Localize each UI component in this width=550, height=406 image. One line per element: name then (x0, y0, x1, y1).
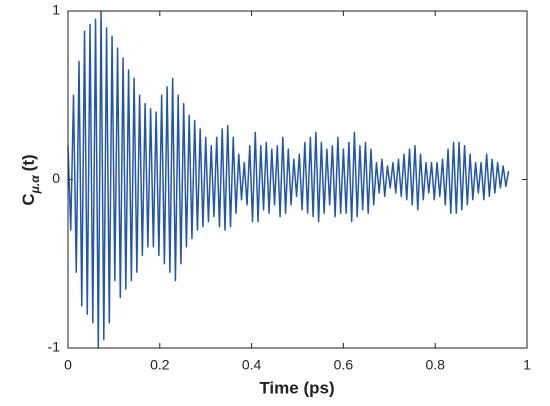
x-tick-label: 0.2 (150, 357, 170, 373)
x-axis-label: Time (ps) (259, 378, 334, 397)
plot-frame (67, 10, 528, 349)
y-label-sub: μ.α (28, 175, 42, 195)
x-tick-label: 0 (64, 357, 72, 373)
x-tick-label: 1 (523, 357, 531, 373)
x-tick-label: 0.6 (334, 357, 354, 373)
y-label-rest: (t) (19, 154, 38, 171)
x-tick-label: 0.4 (242, 357, 262, 373)
y-tick-label: -1 (48, 339, 61, 355)
y-label-main: C (19, 193, 38, 205)
y-tick-label: 0 (52, 170, 60, 186)
y-axis-label: Cμ.α (t) (19, 154, 42, 205)
data-line (67, 10, 510, 349)
y-tick-label: 1 (52, 2, 60, 18)
x-tick-label: 0.8 (425, 357, 445, 373)
